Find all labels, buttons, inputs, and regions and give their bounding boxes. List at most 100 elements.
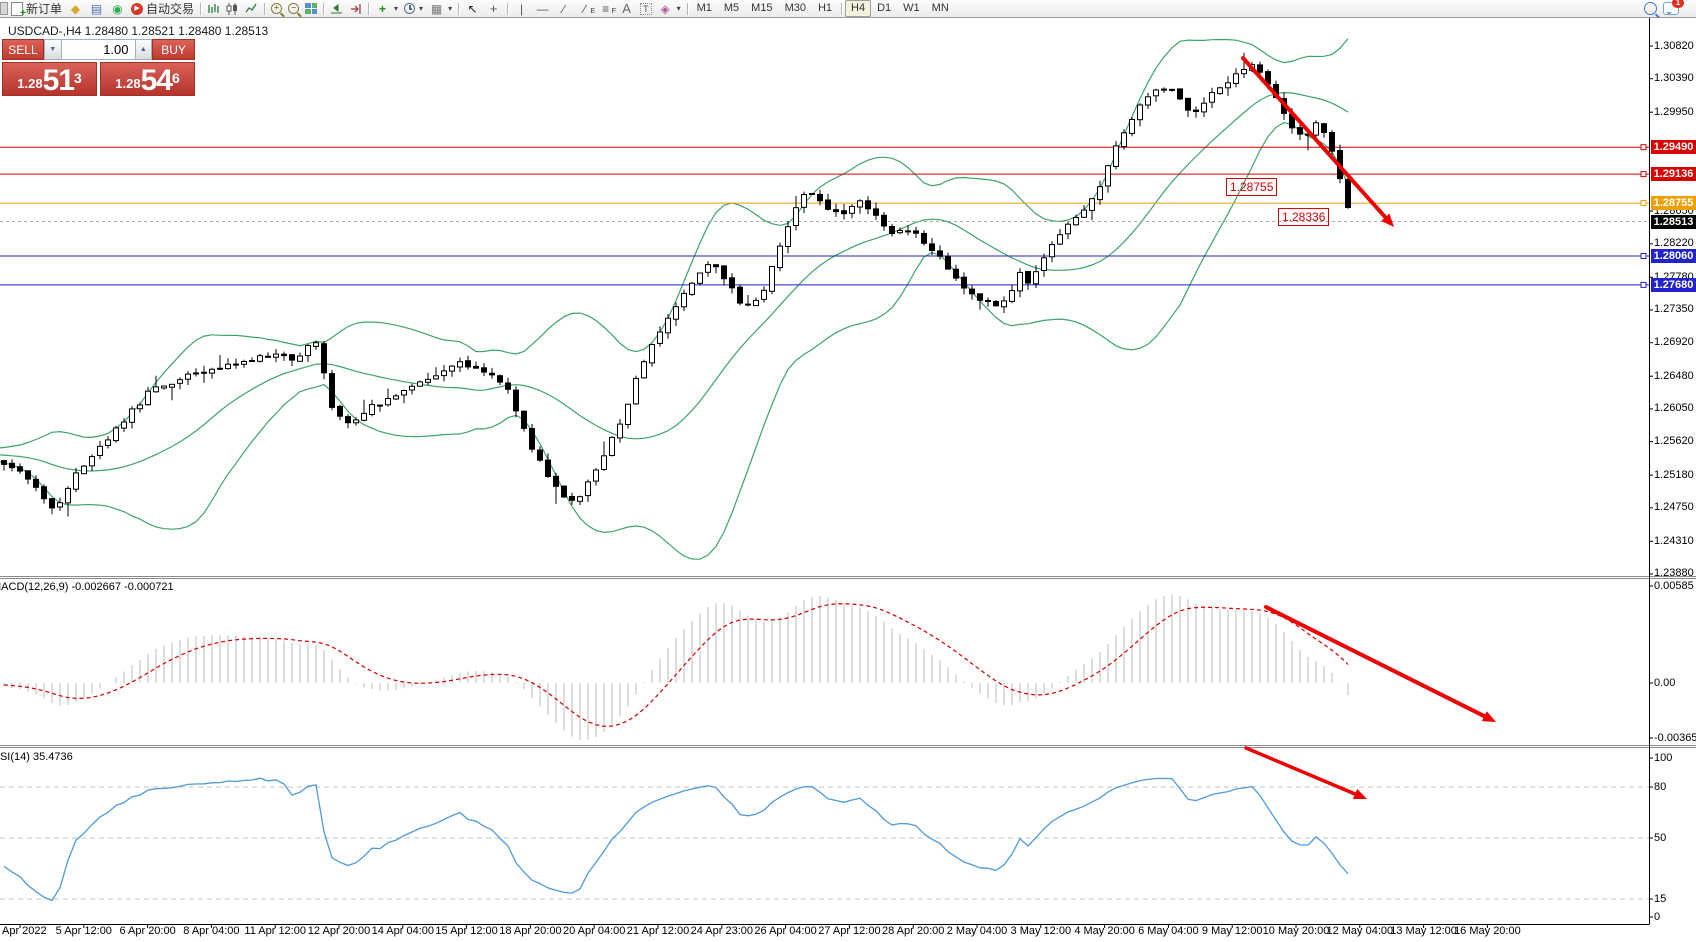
- sell-price-box[interactable]: 1.28 51 3: [2, 62, 97, 96]
- toolbar-separator: [264, 2, 266, 15]
- chevron-down-icon: ▾: [448, 4, 453, 13]
- templates-icon: ▦: [430, 1, 443, 16]
- crosshair-icon: +: [489, 0, 498, 16]
- horizontal-line-button[interactable]: —: [532, 1, 553, 17]
- periods-button[interactable]: ▾: [401, 1, 426, 17]
- one-click-trading-panel: SELL ▼ ▲ BUY 1.28 51 3 1.28 54 6: [2, 39, 195, 96]
- bollinger-bands: [0, 38, 1349, 560]
- rsi-plot: [0, 777, 1649, 902]
- bollinger-middle: [0, 91, 1349, 472]
- crosshair-button[interactable]: +: [483, 1, 504, 17]
- line-chart-button[interactable]: [242, 1, 261, 17]
- sell-price-small: 1.28: [17, 76, 43, 91]
- zoom-out-button[interactable]: −: [285, 1, 302, 17]
- zoom-in-button[interactable]: +: [268, 1, 285, 17]
- vertical-line-button[interactable]: |: [511, 1, 532, 17]
- terminal-icon: ▤: [90, 1, 103, 16]
- timeframe-button-m15[interactable]: M15: [751, 2, 773, 14]
- new-order-button[interactable]: + 新订单: [8, 1, 65, 19]
- arrows-tool-icon: ◈: [660, 1, 670, 16]
- notifications-button[interactable]: 1: [1660, 0, 1684, 17]
- toolbar-separator: [507, 2, 509, 15]
- toolbar-separator: [368, 2, 370, 15]
- trendline-button[interactable]: ∕: [553, 1, 574, 17]
- signals-icon: ◉: [112, 1, 123, 16]
- macd-plot: [3, 594, 1349, 740]
- volume-down-button[interactable]: ▼: [43, 39, 62, 60]
- search-button[interactable]: [1641, 1, 1660, 17]
- channel-button[interactable]: ∕ E: [574, 1, 596, 17]
- indicators-button[interactable]: + ▾: [372, 1, 401, 17]
- sell-button[interactable]: SELL: [2, 39, 44, 60]
- trend-arrows: [1241, 56, 1496, 800]
- toolbar-separator: [686, 2, 688, 15]
- timeframe-button-m30[interactable]: M30: [784, 2, 806, 14]
- volume-input[interactable]: [61, 39, 135, 60]
- autotrading-label: 自动交易: [146, 2, 195, 16]
- chart-area[interactable]: 1.30820 1.30390 1.29950 1.28650 1.28220 1.277…: [0, 17, 1696, 942]
- search-icon: [1644, 2, 1657, 15]
- timeframe-button-m5[interactable]: M5: [723, 2, 740, 14]
- timeframe-button-h1[interactable]: H1: [817, 2, 833, 14]
- bar-chart-button[interactable]: [204, 1, 223, 17]
- sell-price-sup: 3: [73, 70, 82, 86]
- buy-price-box[interactable]: 1.28 54 6: [100, 62, 195, 96]
- line-chart-icon: [245, 3, 257, 12]
- new-order-icon: +: [11, 1, 26, 19]
- main-toolbar: + 新订单 ◆ ▤ ◉ ▶ 自动交易 + − + ▾ ▾ ▦ ▾ ↖ + | — ∕…: [0, 0, 1696, 19]
- candlestick-icon: [226, 2, 238, 15]
- chart-symbol-title: USDCAD-,H4 1.28480 1.28521 1.28480 1.285…: [8, 24, 269, 38]
- volume-up-button[interactable]: ▲: [134, 39, 153, 60]
- horizontal-line-icon: —: [536, 1, 549, 16]
- equidistant-channel-icon: ∕ E: [583, 1, 596, 16]
- metaeditor-button[interactable]: ◆: [65, 1, 86, 17]
- timeframe-button-m1[interactable]: M1: [696, 2, 712, 14]
- chevron-down-icon: ▾: [676, 4, 681, 13]
- terminal-button[interactable]: ▤: [86, 1, 107, 17]
- buy-price-small: 1.28: [115, 76, 141, 91]
- text-label-icon: T: [640, 2, 652, 15]
- zoom-in-icon: +: [271, 3, 283, 14]
- buy-price-sup: 6: [171, 70, 180, 86]
- toolbar-separator: [458, 2, 460, 15]
- zoom-out-icon: −: [288, 3, 300, 14]
- chart-shift-button[interactable]: [346, 1, 365, 17]
- timeframe-button-d1[interactable]: D1: [877, 2, 892, 14]
- bollinger-lower: [0, 121, 1349, 560]
- timeframe-button-h4[interactable]: H4: [845, 0, 872, 17]
- timeframe-button-w1[interactable]: W1: [903, 2, 920, 14]
- cursor-icon: ↖: [467, 1, 478, 16]
- vertical-line-icon: |: [520, 1, 524, 16]
- buy-button[interactable]: BUY: [152, 39, 195, 60]
- signals-button[interactable]: ◉: [107, 1, 128, 17]
- autotrading-icon: ▶: [131, 2, 144, 15]
- auto-scroll-button[interactable]: [327, 1, 346, 17]
- candlestick-button[interactable]: [223, 1, 242, 17]
- arrows-tool-button[interactable]: ◈ ▾: [655, 1, 684, 17]
- main-chart-canvas[interactable]: [0, 17, 1696, 942]
- fibonacci-button[interactable]: ≡ F: [595, 1, 616, 17]
- notification-badge: 1: [1672, 0, 1684, 8]
- indicators-icon: +: [379, 1, 387, 16]
- cursor-button[interactable]: ↖: [462, 1, 483, 17]
- buy-price-big: 54: [140, 64, 173, 97]
- new-order-label: 新订单: [26, 2, 63, 16]
- toolbar-separator: [841, 2, 843, 15]
- tile-windows-button[interactable]: [302, 1, 320, 17]
- price-level-lines: [0, 144, 1649, 288]
- toolbar-separator: [200, 2, 202, 15]
- text-button[interactable]: A: [616, 1, 637, 17]
- tile-windows-icon: [305, 3, 318, 14]
- templates-button[interactable]: ▦ ▾: [426, 1, 455, 17]
- auto-scroll-icon: [331, 3, 343, 13]
- clock-icon: [404, 3, 416, 14]
- fibonacci-icon: ≡ F: [602, 1, 617, 16]
- sell-price-big: 51: [42, 64, 75, 97]
- pane-frames: [0, 17, 1696, 928]
- trendline-icon: ∕: [562, 1, 565, 16]
- clipped-icon: [0, 2, 8, 16]
- autotrading-button[interactable]: ▶ 自动交易: [128, 1, 197, 17]
- timeframe-button-mn[interactable]: MN: [931, 2, 949, 14]
- text-label-button[interactable]: T: [637, 1, 655, 17]
- toolbar-separator: [323, 2, 325, 15]
